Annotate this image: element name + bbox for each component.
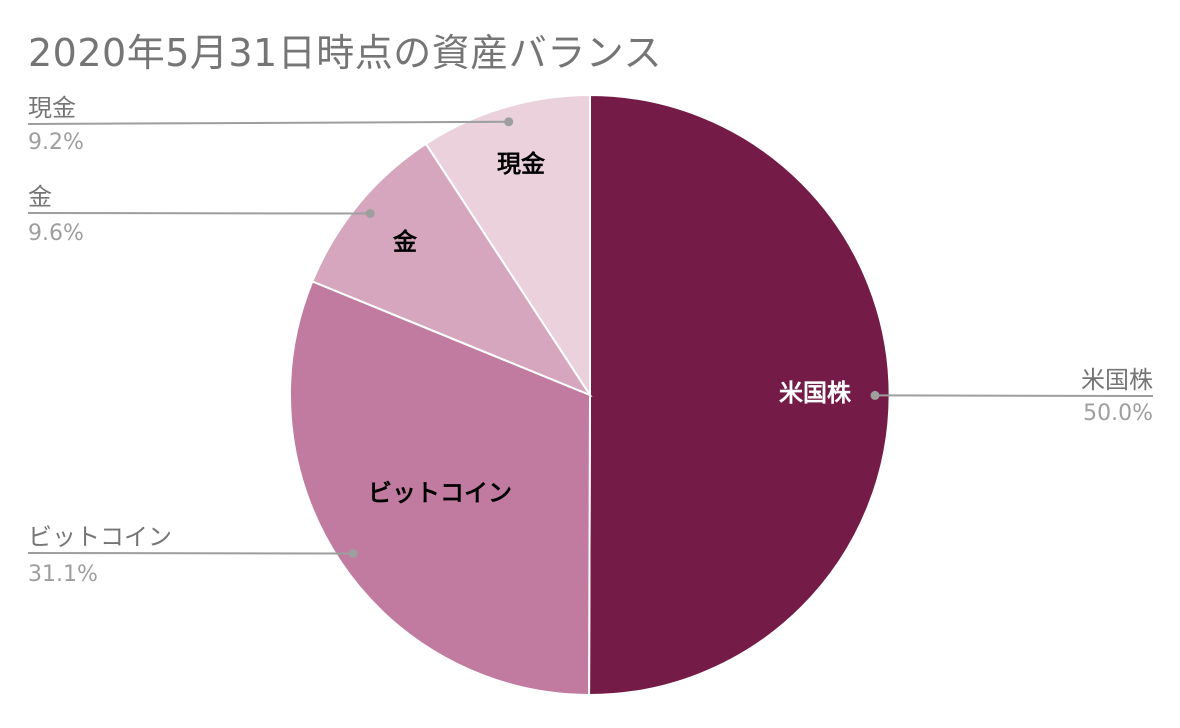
slice-0-outer-label: 米国株	[1081, 366, 1153, 394]
slice-1-callout-dot	[348, 549, 358, 558]
slice-1-outer-label: ビットコイン	[28, 523, 172, 551]
slice-2-wedge	[311, 142, 593, 398]
slice-1-callout-line	[27, 552, 354, 555]
slice-3-callout-line	[27, 120, 509, 125]
slice-2-callout-line	[27, 212, 371, 215]
slice-1-inner-label: ビットコイン	[368, 479, 512, 507]
chart-title: 2020年5月31日時点の資産バランス	[28, 31, 662, 75]
slice-1-wedge	[289, 280, 592, 697]
slice-2-inner-label: 金	[392, 228, 418, 256]
slice-3-wedge	[424, 93, 591, 399]
slice-2-outer-label: 金	[28, 183, 52, 211]
slice-3-outer-label: 現金	[28, 94, 76, 122]
slice-3-inner-label: 現金	[497, 150, 546, 178]
slice-0-callout-line	[874, 394, 1154, 397]
slice-3-percent-label: 9.2%	[28, 130, 84, 155]
slice-3-callout-dot	[504, 117, 514, 127]
slice-0-percent-label: 50.0%	[1083, 401, 1153, 426]
slice-0-inner-label: 米国株	[779, 379, 852, 407]
slice-0-callout-dot	[870, 390, 880, 400]
slice-2-percent-label: 9.6%	[28, 221, 84, 246]
slice-1-percent-label: 31.1%	[28, 562, 98, 587]
slice-2-callout-dot	[365, 209, 375, 218]
